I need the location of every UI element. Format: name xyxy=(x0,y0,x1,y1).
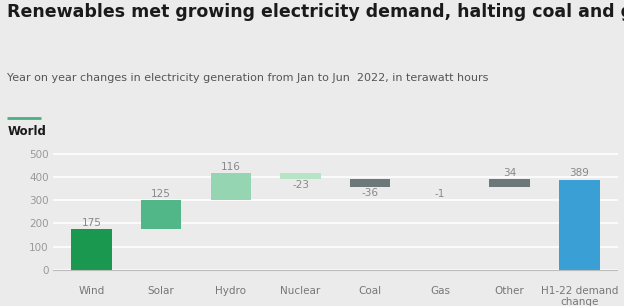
Bar xyxy=(211,173,251,200)
Text: -36: -36 xyxy=(362,188,379,198)
Text: 34: 34 xyxy=(503,168,516,178)
Bar xyxy=(280,173,321,179)
Bar xyxy=(350,179,391,187)
Text: 175: 175 xyxy=(82,218,101,228)
Text: Year on year changes in electricity generation from Jan to Jun  2022, in terawat: Year on year changes in electricity gene… xyxy=(7,73,489,84)
Text: 116: 116 xyxy=(221,162,241,172)
Bar xyxy=(489,179,530,187)
Text: Renewables met growing electricity demand, halting coal and gas: Renewables met growing electricity deman… xyxy=(7,3,624,21)
Text: 125: 125 xyxy=(151,189,171,199)
Bar xyxy=(559,180,600,270)
Text: World: World xyxy=(7,125,46,138)
Bar xyxy=(141,200,182,229)
Text: -1: -1 xyxy=(435,189,445,199)
Text: 389: 389 xyxy=(570,168,589,178)
Text: -23: -23 xyxy=(292,180,309,190)
Bar xyxy=(71,229,112,270)
